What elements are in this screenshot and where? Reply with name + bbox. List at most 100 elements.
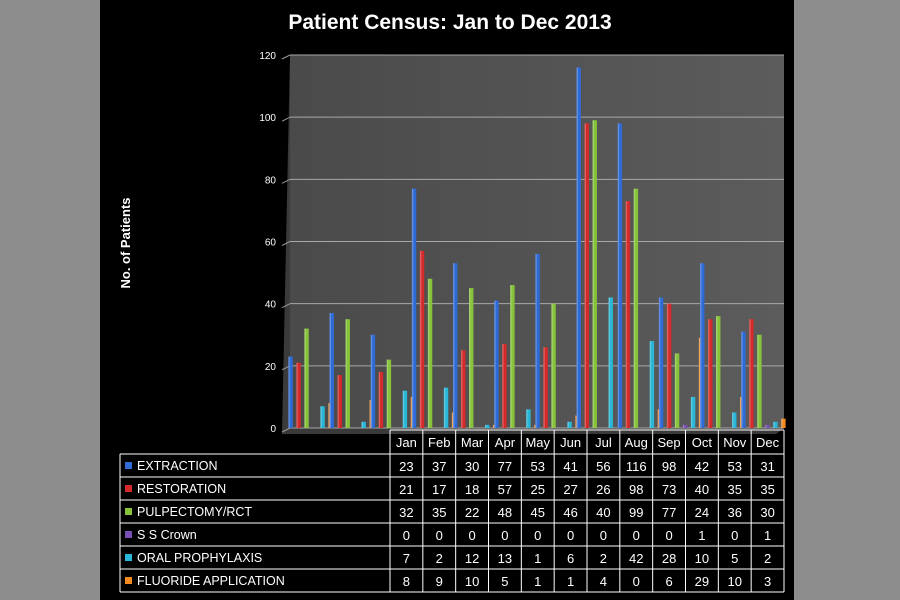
bar [485, 424, 490, 428]
data-label: 32 [399, 505, 413, 520]
data-label: 12 [465, 551, 479, 566]
bar [443, 387, 449, 428]
legend-swatch [125, 462, 132, 469]
bar-highlight [493, 424, 495, 428]
bar [494, 300, 499, 428]
data-label: 21 [399, 482, 413, 497]
legend-swatch [125, 508, 132, 515]
bar-highlight [329, 312, 331, 428]
bar-highlight [732, 412, 734, 428]
y-tick-label: 80 [265, 175, 277, 186]
data-label: 10 [465, 574, 479, 589]
bar [658, 297, 664, 428]
legend-swatch [125, 485, 132, 492]
bar [370, 334, 376, 428]
bar [288, 356, 293, 428]
bar [461, 350, 466, 428]
data-label: 0 [468, 528, 475, 543]
bar-highlight [534, 424, 536, 428]
data-label: 2 [436, 551, 443, 566]
data-label: 42 [629, 551, 643, 566]
bar-highlight [320, 406, 322, 428]
bar-highlight [741, 331, 743, 428]
bar-highlight [592, 120, 594, 429]
x-tick-label: Jan [396, 435, 417, 450]
bar-highlight [494, 300, 496, 428]
bar-highlight [427, 278, 430, 428]
data-label: 4 [600, 574, 607, 589]
bar [345, 319, 350, 428]
bar-highlight [716, 316, 718, 428]
data-label: 27 [563, 482, 577, 497]
x-tick-label: Jul [595, 435, 612, 450]
data-label: 46 [563, 505, 577, 520]
data-label: 6 [665, 574, 672, 589]
bar [584, 123, 589, 428]
bar-highlight [749, 319, 751, 428]
data-label: 56 [596, 459, 610, 474]
bar [502, 344, 507, 428]
bar [608, 297, 613, 428]
x-tick-label: Oct [692, 435, 713, 450]
data-label: 0 [567, 528, 574, 543]
bar [535, 253, 540, 428]
legend-entry: EXTRACTION [137, 459, 218, 473]
bar-highlight [584, 123, 586, 428]
bar-highlight [698, 337, 701, 428]
data-label: 7 [403, 551, 410, 566]
bar-highlight [485, 424, 487, 428]
data-label: 40 [596, 505, 610, 520]
data-label: 0 [436, 528, 443, 543]
bar-highlight [740, 396, 742, 428]
bar-highlight [658, 297, 661, 428]
bar [337, 375, 342, 428]
bar-highlight [288, 356, 290, 428]
data-label: 1 [534, 574, 541, 589]
bar-highlight [682, 424, 685, 428]
bar-highlight [370, 334, 373, 428]
x-tick-label: Sep [658, 435, 681, 450]
data-label: 9 [436, 574, 443, 589]
bar [510, 285, 515, 428]
bar [329, 312, 334, 428]
bar-highlight [608, 297, 610, 428]
legend-swatch [125, 554, 132, 561]
data-label: 53 [728, 459, 742, 474]
data-label: 2 [600, 551, 607, 566]
bar-highlight [781, 418, 783, 428]
bar-highlight [576, 67, 578, 428]
y-tick-label: 40 [265, 300, 277, 311]
y-tick-label: 0 [270, 424, 276, 435]
bar-highlight [773, 421, 775, 428]
data-label: 36 [728, 505, 742, 520]
bar [296, 362, 301, 428]
bar-highlight [410, 396, 413, 428]
data-label: 98 [662, 459, 676, 474]
bar-highlight [543, 347, 545, 428]
bar [419, 250, 425, 428]
data-label: 40 [695, 482, 709, 497]
y-tick-label: 100 [259, 113, 276, 124]
data-label: 73 [662, 482, 676, 497]
legend-entry: FLUORIDE APPLICATION [137, 574, 285, 588]
y-axis-label: No. of Patients [118, 197, 133, 288]
bar-highlight [510, 285, 512, 428]
bar [690, 396, 696, 428]
data-label: 98 [629, 482, 643, 497]
bar [567, 421, 572, 428]
x-tick-label: Apr [495, 435, 516, 450]
data-label: 3 [764, 574, 771, 589]
data-label: 18 [465, 482, 479, 497]
x-tick-label: Feb [428, 435, 450, 450]
x-tick-label: Mar [461, 435, 484, 450]
bar [592, 120, 597, 429]
data-label: 10 [695, 551, 709, 566]
bar-highlight [369, 400, 371, 428]
data-label: 116 [626, 459, 647, 474]
data-label: 24 [695, 505, 709, 520]
y-axis-ticks: 0 20 40 60 80 100 120 [259, 51, 276, 435]
x-tick-label: Aug [625, 435, 648, 450]
bar-highlight [575, 415, 577, 428]
bar [526, 409, 531, 428]
data-label: 1 [567, 574, 574, 589]
